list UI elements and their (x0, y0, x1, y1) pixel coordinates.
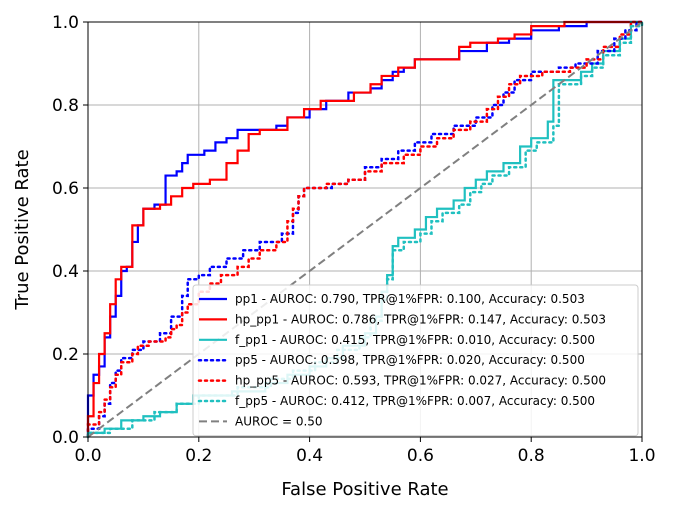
legend-label: hp_pp1 - AUROC: 0.786, TPR@1%FPR: 0.147,… (235, 312, 606, 326)
x-tick-label: 0.0 (74, 446, 101, 466)
x-tick-label: 1.0 (628, 446, 655, 466)
series-line-5 (86, 20, 644, 439)
y-tick-label: 0.2 (52, 345, 79, 365)
x-tick-label: 0.2 (185, 446, 212, 466)
legend-box (192, 284, 639, 437)
y-axis-label: True Positive Rate (12, 149, 33, 310)
x-tick-label: 0.8 (518, 446, 545, 466)
series-line-4 (86, 20, 644, 439)
ticks: 0.0 0.2 0.4 0.6 0.8 1.0 0.0 0.2 0.4 0.6 0.8 1.0 (52, 13, 656, 466)
plot-frame (87, 21, 643, 438)
x-tick-label: 0.6 (407, 446, 434, 466)
legend-label: pp5 - AUROC: 0.598, TPR@1%FPR: 0.020, Ac… (235, 353, 585, 367)
series-line-6 (87, 21, 643, 438)
series-layer (86, 20, 644, 439)
legend-label: AUROC = 0.50 (235, 414, 323, 428)
y-tick-label: 1.0 (52, 13, 79, 33)
legend-label: hp_pp5 - AUROC: 0.593, TPR@1%FPR: 0.027,… (235, 374, 606, 388)
y-tick-label: 0.4 (52, 262, 79, 282)
x-tick-label: 0.4 (296, 446, 323, 466)
legend-label: f_pp1 - AUROC: 0.415, TPR@1%FPR: 0.010, … (235, 333, 595, 347)
y-tick-label: 0.0 (52, 428, 79, 448)
series-line-1 (86, 20, 642, 437)
x-axis-label: False Positive Rate (281, 479, 448, 500)
y-tick-label: 0.8 (52, 96, 79, 116)
legend-label: pp1 - AUROC: 0.790, TPR@1%FPR: 0.100, Ac… (235, 292, 585, 306)
legend-label: f_pp5 - AUROC: 0.412, TPR@1%FPR: 0.007, … (235, 394, 595, 408)
y-tick-label: 0.6 (52, 179, 79, 199)
legend: pp1 - AUROC: 0.790, TPR@1%FPR: 0.100, Ac… (192, 284, 639, 437)
